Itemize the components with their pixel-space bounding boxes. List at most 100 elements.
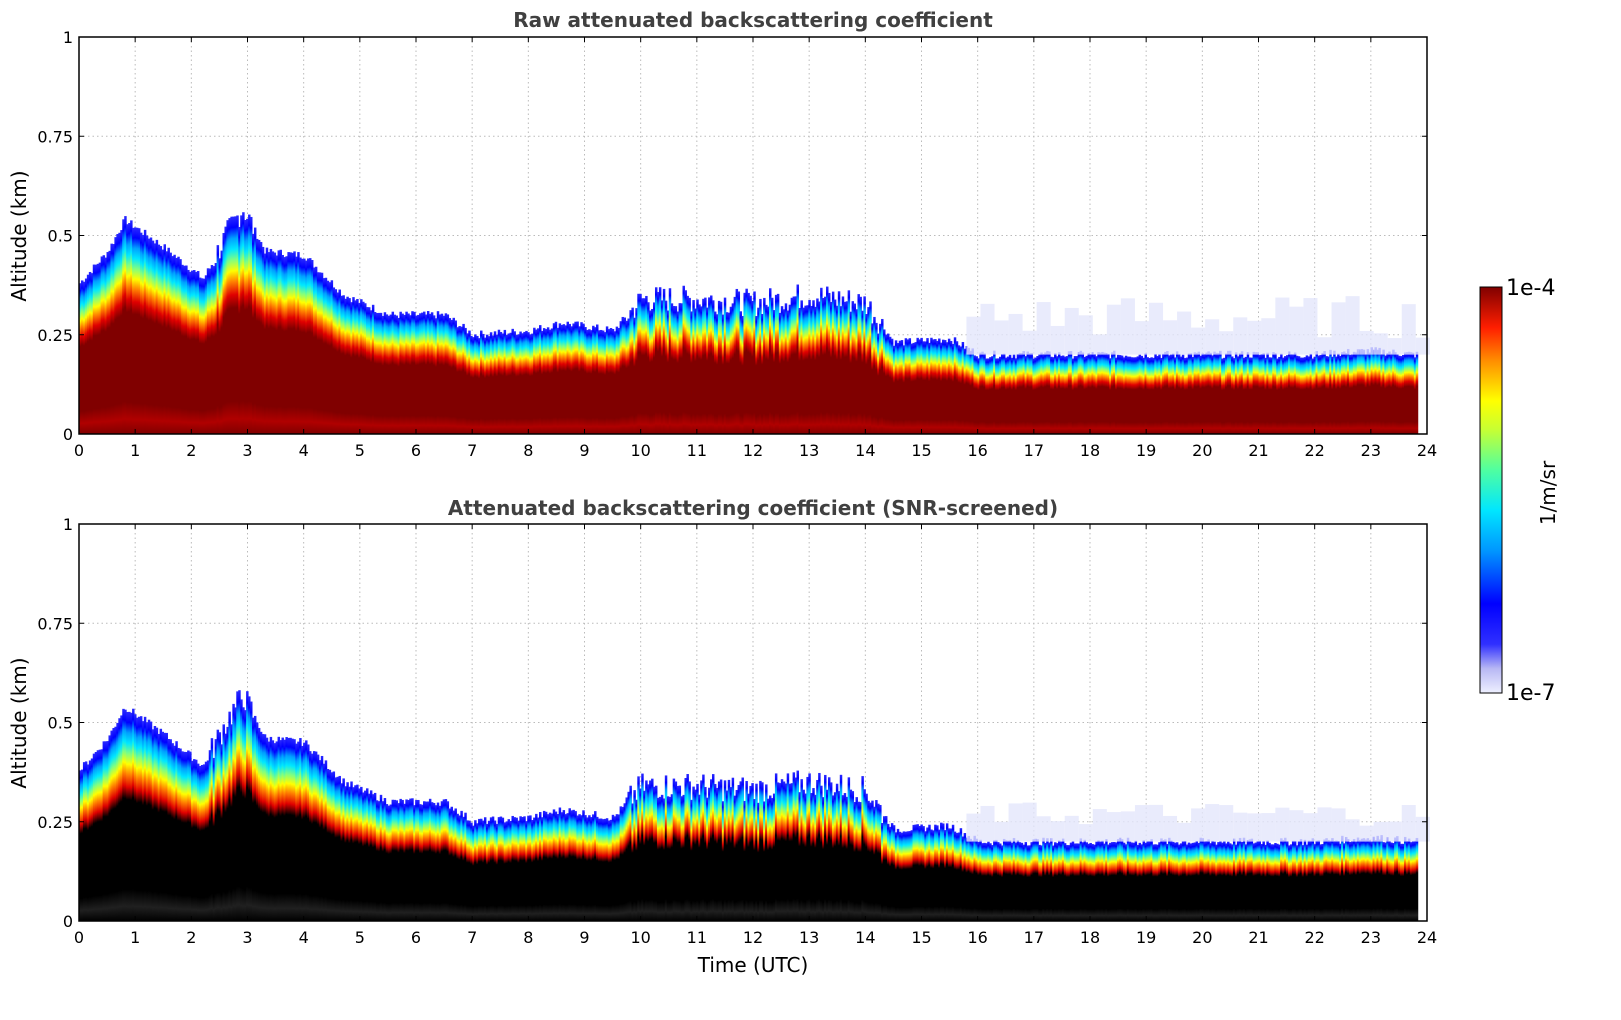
backscatter-column: [851, 301, 855, 434]
backscatter-column: [1050, 838, 1053, 921]
backscatter-column: [1109, 842, 1112, 921]
y-tick-label: 1: [63, 515, 73, 534]
backscatter-column: [1191, 842, 1195, 921]
backscatter-column: [1063, 356, 1067, 434]
backscatter-column: [98, 749, 102, 921]
backscatter-column: [594, 811, 597, 921]
backscatter-column: [566, 813, 569, 921]
backscatter-column: [1120, 839, 1124, 921]
backscatter-column: [533, 817, 536, 921]
backscatter-column: [362, 301, 365, 434]
backscatter-column: [124, 216, 127, 434]
backscatter-column: [753, 291, 756, 434]
backscatter-column: [517, 334, 520, 434]
backscatter-column: [957, 345, 961, 434]
backscatter-column: [883, 329, 886, 434]
backscatter-column: [367, 307, 371, 434]
backscatter-column: [1187, 842, 1191, 921]
backscatter-column: [1044, 842, 1047, 921]
backscatter-column: [120, 230, 123, 434]
backscatter-column: [334, 777, 338, 921]
backscatter-column: [1020, 842, 1024, 921]
backscatter-column: [255, 238, 259, 434]
backscatter-column: [424, 801, 428, 921]
backscatter-column: [328, 769, 332, 921]
backscatter-column: [1339, 355, 1342, 434]
haze-column: [1064, 307, 1079, 355]
backscatter-column: [466, 333, 469, 434]
backscatter-column: [849, 311, 853, 434]
backscatter-column: [336, 292, 339, 434]
backscatter-column: [1238, 353, 1242, 434]
backscatter-column: [776, 782, 780, 921]
backscatter-column: [924, 831, 927, 921]
backscatter-column: [712, 774, 715, 921]
backscatter-column: [1124, 355, 1128, 434]
backscatter-column: [104, 741, 108, 921]
backscatter-column: [1099, 352, 1102, 434]
backscatter-column: [1026, 845, 1029, 921]
backscatter-column: [1380, 835, 1383, 921]
backscatter-column: [1150, 839, 1153, 921]
backscatter-column: [314, 751, 318, 921]
haze-column: [1008, 313, 1023, 355]
backscatter-column: [411, 311, 414, 434]
backscatter-column: [637, 776, 640, 921]
backscatter-column: [558, 323, 562, 434]
backscatter-column: [1057, 352, 1061, 434]
backscatter-column: [82, 762, 86, 921]
backscatter-column: [853, 802, 857, 921]
haze-column: [1205, 319, 1220, 355]
backscatter-column: [173, 254, 176, 434]
backscatter-column: [999, 356, 1002, 434]
backscatter-column: [369, 310, 373, 434]
backscatter-column: [519, 816, 522, 921]
backscatter-column: [1097, 840, 1100, 921]
backscatter-column: [507, 333, 511, 434]
x-tick-label: 23: [1361, 928, 1381, 947]
backscatter-column: [670, 303, 674, 434]
backscatter-column: [916, 337, 919, 434]
backscatter-column: [796, 284, 799, 434]
backscatter-column: [1329, 349, 1332, 434]
backscatter-column: [1293, 352, 1297, 434]
backscatter-column: [690, 311, 693, 434]
backscatter-column: [782, 309, 786, 434]
backscatter-column: [715, 314, 719, 434]
backscatter-column: [513, 817, 516, 921]
backscatter-column: [989, 843, 992, 921]
backscatter-column: [295, 256, 298, 434]
backscatter-column: [413, 311, 416, 434]
backscatter-column: [108, 735, 111, 921]
backscatter-column: [393, 799, 396, 921]
backscatter-column: [454, 320, 457, 434]
backscatter-column: [1350, 841, 1354, 921]
backscatter-column: [523, 331, 526, 434]
backscatter-column: [328, 282, 332, 434]
backscatter-column: [763, 801, 766, 921]
backscatter-column: [1356, 837, 1360, 921]
backscatter-column: [849, 789, 853, 921]
backscatter-column: [959, 828, 963, 921]
backscatter-column: [578, 814, 581, 921]
backscatter-column: [603, 332, 607, 434]
backscatter-column: [558, 807, 562, 921]
backscatter-column: [204, 275, 208, 434]
backscatter-column: [301, 258, 304, 434]
backscatter-column: [1350, 354, 1354, 434]
backscatter-column: [1392, 349, 1395, 434]
backscatter-column: [1396, 836, 1399, 921]
backscatter-column: [529, 334, 532, 434]
backscatter-column: [770, 798, 774, 921]
backscatter-column: [501, 333, 505, 434]
backscatter-column: [1183, 358, 1187, 434]
backscatter-column: [578, 326, 581, 434]
backscatter-column: [660, 300, 664, 434]
backscatter-column: [1398, 841, 1401, 921]
x-tick-label: 20: [1192, 928, 1212, 947]
backscatter-column: [1073, 356, 1077, 434]
backscatter-column: [1346, 839, 1350, 921]
backscatter-column: [1260, 354, 1263, 434]
backscatter-column: [1256, 841, 1259, 921]
backscatter-column: [550, 813, 554, 921]
